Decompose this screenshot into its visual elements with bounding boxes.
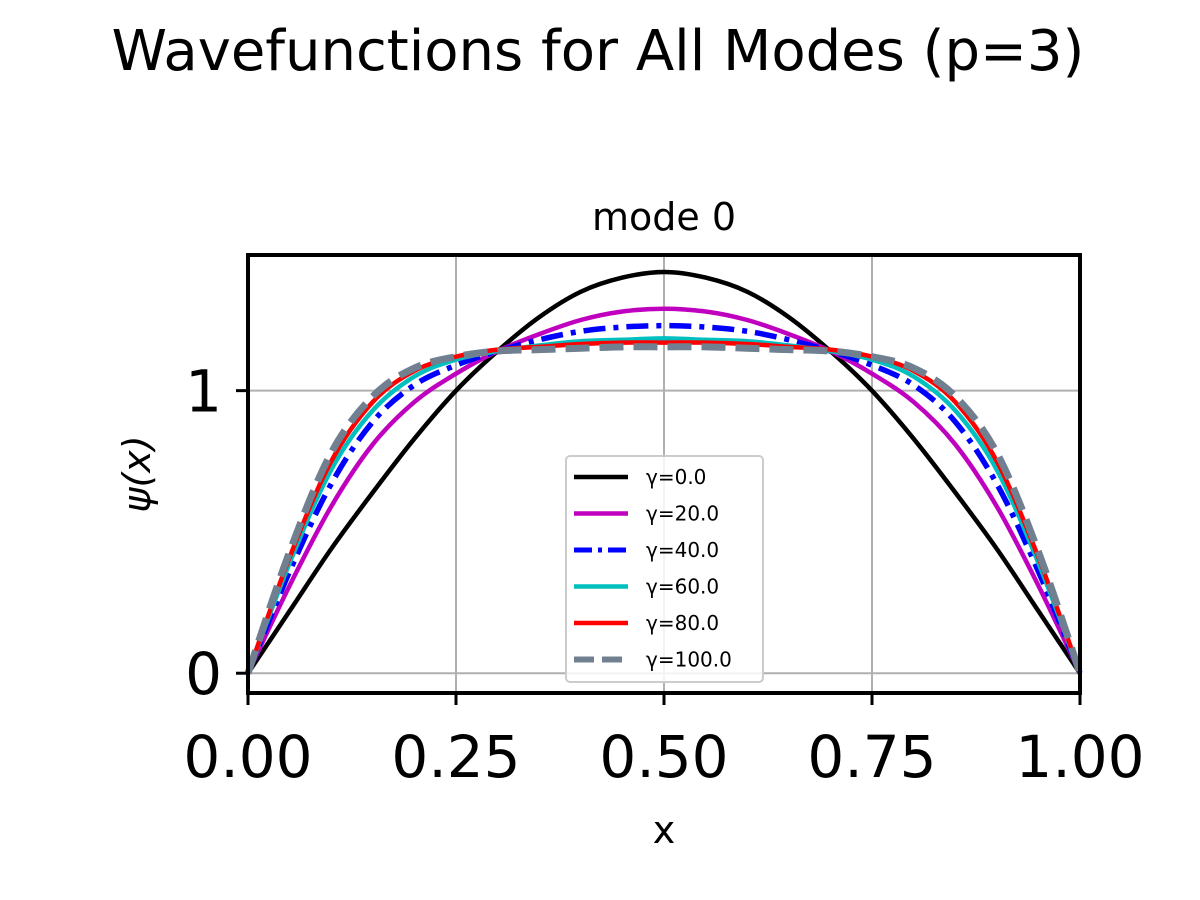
series-lines bbox=[244, 269, 1084, 675]
y-axis-label: ψ(x) bbox=[115, 435, 159, 512]
x-tick-label: 0.00 bbox=[183, 723, 312, 791]
legend-label: γ=80.0 bbox=[646, 611, 719, 635]
series-line bbox=[245, 322, 1083, 675]
plot-area bbox=[244, 269, 1084, 675]
x-tick-label: 1.00 bbox=[1015, 723, 1144, 791]
legend: γ=0.0 γ=20.0 γ=40.0 γ=60.0 γ=80.0 γ=100.0 bbox=[565, 455, 764, 683]
series-line bbox=[245, 336, 1083, 675]
figure-suptitle: Wavefunctions for All Modes (p=3) bbox=[112, 19, 1085, 84]
legend-label: γ=0.0 bbox=[646, 465, 706, 489]
legend-label: γ=100.0 bbox=[646, 648, 732, 672]
axis-ticks: 0.00 0.25 0.50 0.75 1.00 0 1 bbox=[183, 358, 1144, 791]
x-tick-label: 0.25 bbox=[391, 723, 520, 791]
series-line bbox=[245, 340, 1083, 674]
x-axis-label: x bbox=[653, 808, 676, 852]
legend-label: γ=40.0 bbox=[646, 538, 719, 562]
y-tick-label: 1 bbox=[185, 358, 222, 426]
legend-label: γ=20.0 bbox=[646, 502, 719, 526]
axes-title: mode 0 bbox=[592, 195, 736, 239]
x-tick-label: 0.50 bbox=[599, 723, 728, 791]
series-line bbox=[245, 306, 1083, 675]
legend-label: γ=60.0 bbox=[646, 575, 719, 599]
legend-items: γ=0.0 γ=20.0 γ=40.0 γ=60.0 γ=80.0 γ=100.0 bbox=[574, 465, 732, 672]
y-tick-label: 0 bbox=[185, 640, 222, 708]
x-tick-label: 0.75 bbox=[807, 723, 936, 791]
series-line bbox=[246, 269, 1082, 675]
